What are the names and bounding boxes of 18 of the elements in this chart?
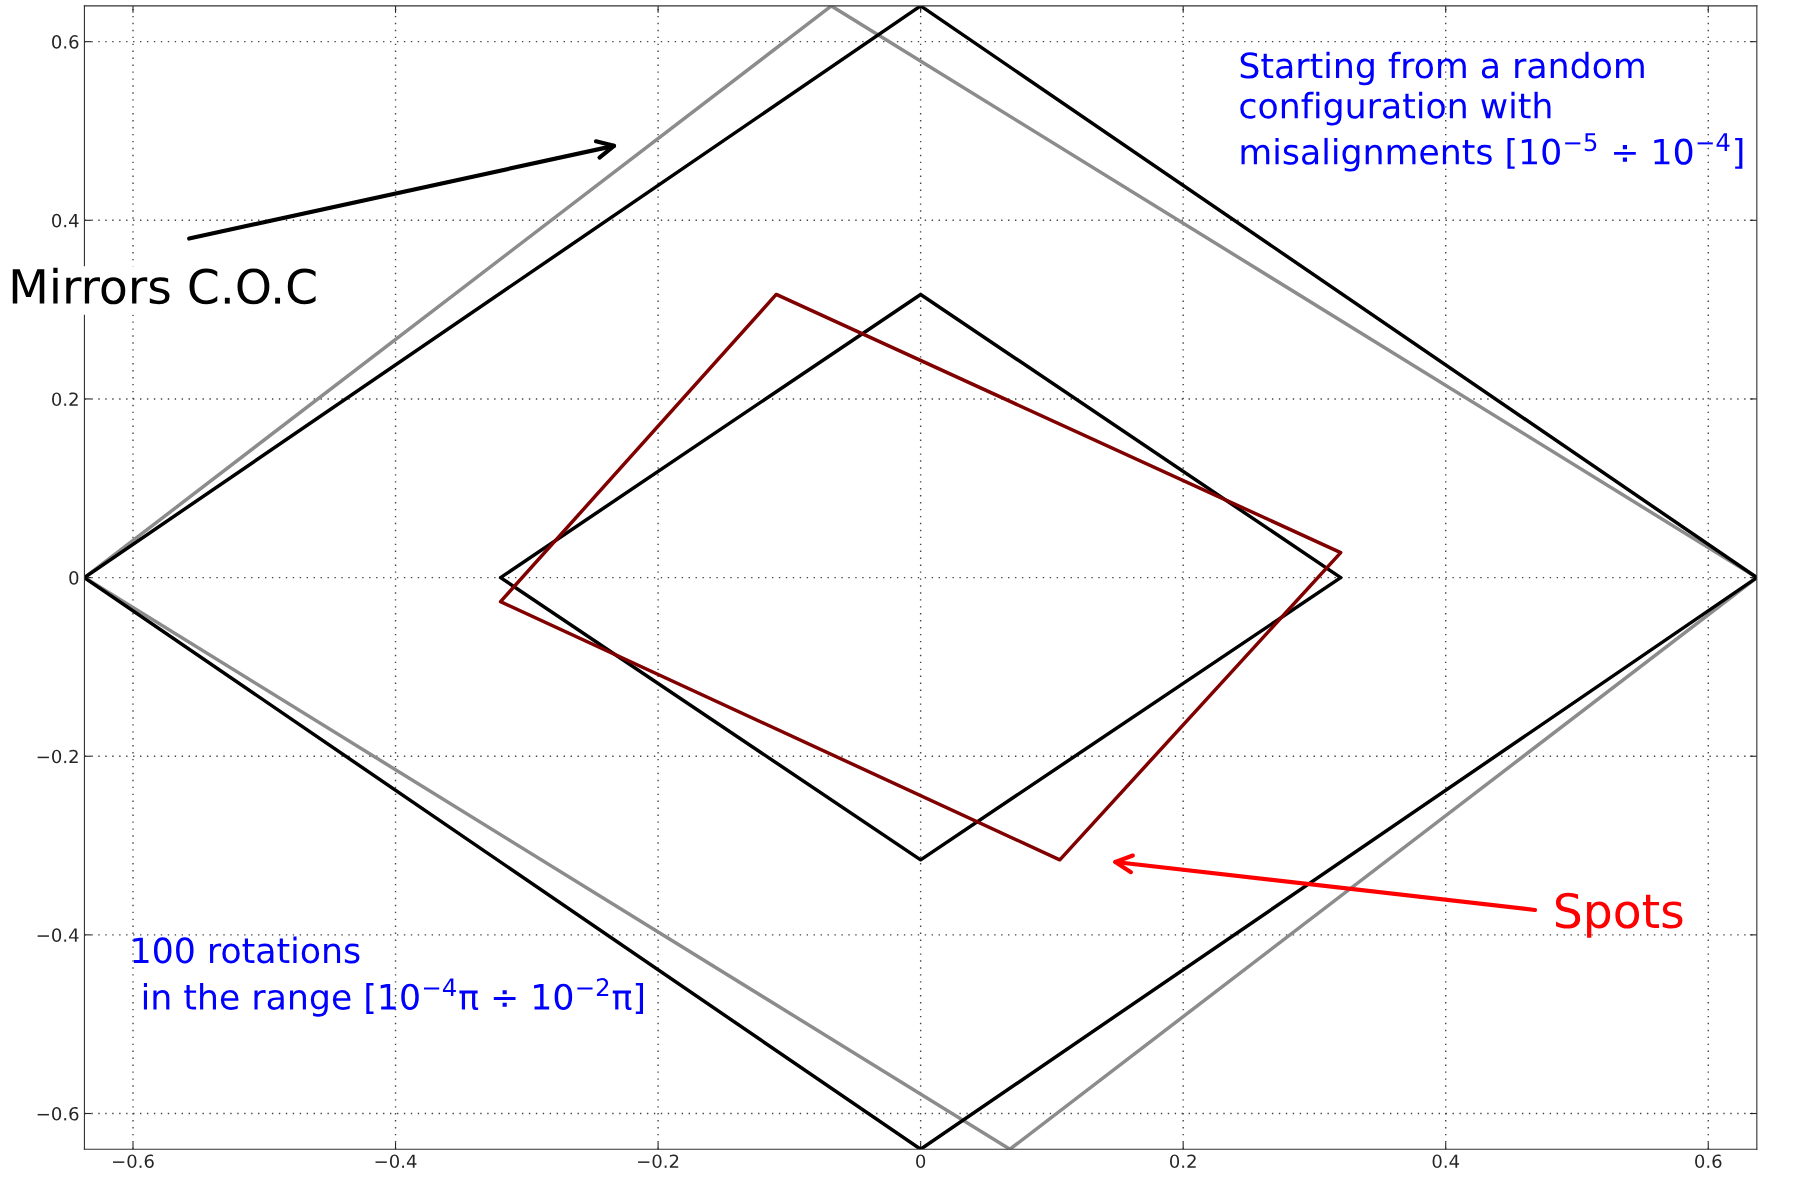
y-tick-label: −0.6 xyxy=(37,1106,79,1121)
x-tick-label: −0.2 xyxy=(638,1154,679,1169)
x-tick-label: 0.4 xyxy=(1432,1154,1460,1169)
annotation: Starting from a random configuration with misalignments [10$^{−5}$ ÷ 10$^{−4}$] xyxy=(1240,51,1743,172)
y-tick-label: 0.2 xyxy=(52,392,78,407)
x-tick-label: −0.6 xyxy=(112,1154,154,1169)
annotation: Mirrors C.O.C xyxy=(12,267,316,305)
y-tick-label: −0.2 xyxy=(37,749,78,764)
y-tick-label: 0.4 xyxy=(52,213,79,228)
y-tick-label: 0 xyxy=(69,571,79,585)
x-tick-label: −0.4 xyxy=(375,1154,417,1169)
annotation: 100 rotations in the range [10$^{−4}$π ÷ 10$^{−2}$π] xyxy=(133,936,644,1017)
annotation: Spots xyxy=(1555,892,1683,938)
y-tick-label: −0.4 xyxy=(37,928,79,942)
x-tick-label: 0 xyxy=(916,1154,926,1169)
x-tick-label: 0.2 xyxy=(1170,1154,1196,1169)
y-tick-label: 0.6 xyxy=(52,35,79,49)
x-tick-label: 0.6 xyxy=(1695,1154,1722,1169)
